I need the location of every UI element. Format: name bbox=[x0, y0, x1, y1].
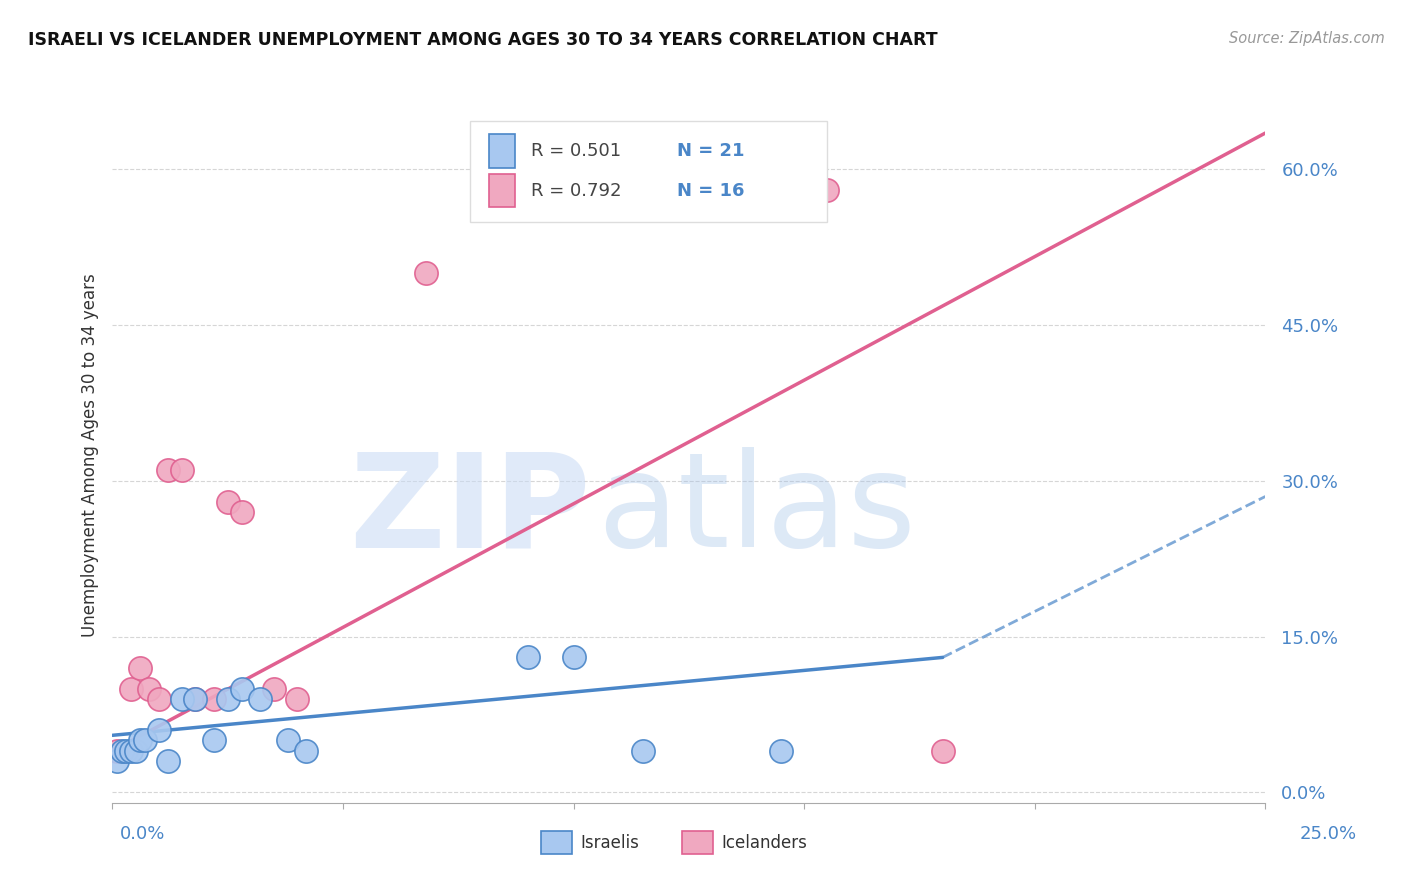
Point bbox=[516, 650, 538, 665]
Text: 0.0%: 0.0% bbox=[120, 825, 165, 843]
Point bbox=[202, 692, 225, 706]
Point bbox=[249, 692, 271, 706]
Point bbox=[231, 681, 253, 696]
Point bbox=[115, 744, 138, 758]
Text: Source: ZipAtlas.com: Source: ZipAtlas.com bbox=[1229, 31, 1385, 46]
Point bbox=[170, 463, 193, 477]
Text: N = 21: N = 21 bbox=[678, 142, 745, 160]
Point bbox=[138, 681, 160, 696]
Text: R = 0.792: R = 0.792 bbox=[531, 182, 621, 200]
Point bbox=[295, 744, 318, 758]
Point bbox=[217, 494, 239, 508]
Point bbox=[111, 744, 134, 758]
Text: Israelis: Israelis bbox=[581, 834, 640, 852]
Y-axis label: Unemployment Among Ages 30 to 34 years: Unemployment Among Ages 30 to 34 years bbox=[80, 273, 98, 637]
Point bbox=[129, 733, 152, 747]
Point bbox=[184, 692, 207, 706]
Point bbox=[217, 692, 239, 706]
Point bbox=[170, 692, 193, 706]
Point bbox=[631, 744, 654, 758]
FancyBboxPatch shape bbox=[470, 121, 827, 222]
Point bbox=[770, 744, 793, 758]
Text: ISRAELI VS ICELANDER UNEMPLOYMENT AMONG AGES 30 TO 34 YEARS CORRELATION CHART: ISRAELI VS ICELANDER UNEMPLOYMENT AMONG … bbox=[28, 31, 938, 49]
Point bbox=[263, 681, 285, 696]
Point bbox=[156, 463, 179, 477]
Point bbox=[120, 744, 142, 758]
Point bbox=[129, 661, 152, 675]
Text: atlas: atlas bbox=[596, 447, 915, 574]
Text: 25.0%: 25.0% bbox=[1299, 825, 1357, 843]
Point bbox=[815, 183, 838, 197]
Point bbox=[931, 744, 953, 758]
Point bbox=[277, 733, 299, 747]
Point bbox=[231, 505, 253, 519]
Text: Icelanders: Icelanders bbox=[721, 834, 807, 852]
Text: ZIP: ZIP bbox=[350, 447, 591, 574]
Point bbox=[562, 650, 585, 665]
FancyBboxPatch shape bbox=[489, 134, 515, 168]
Text: R = 0.501: R = 0.501 bbox=[531, 142, 621, 160]
Point bbox=[124, 744, 146, 758]
FancyBboxPatch shape bbox=[489, 174, 515, 207]
Point bbox=[148, 692, 170, 706]
Point bbox=[202, 733, 225, 747]
Point bbox=[134, 733, 156, 747]
Point bbox=[120, 681, 142, 696]
Point bbox=[184, 692, 207, 706]
Point bbox=[285, 692, 308, 706]
Point bbox=[105, 744, 128, 758]
Text: N = 16: N = 16 bbox=[678, 182, 745, 200]
Point bbox=[105, 754, 128, 768]
Point bbox=[148, 723, 170, 738]
Point bbox=[156, 754, 179, 768]
Point bbox=[415, 266, 437, 280]
